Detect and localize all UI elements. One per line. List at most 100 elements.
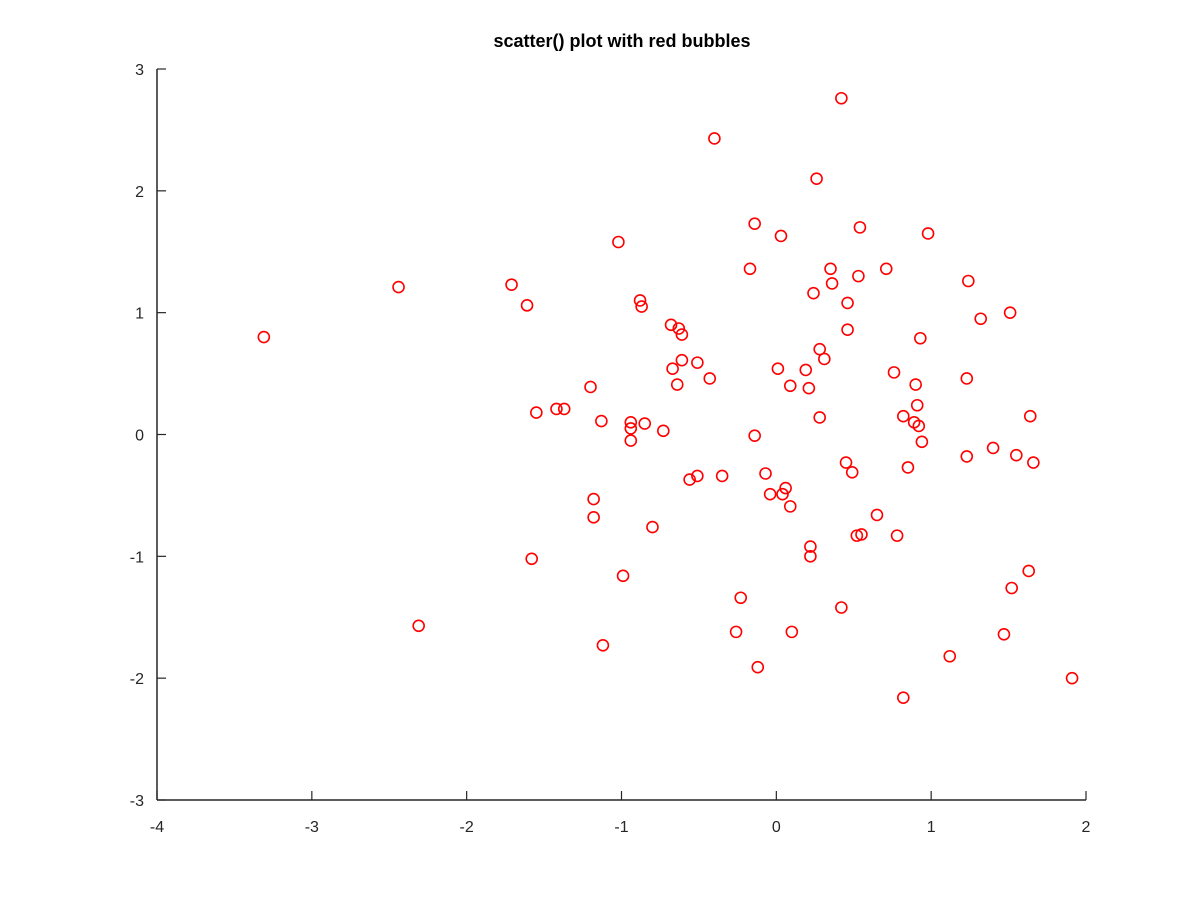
data-point <box>1005 581 1018 595</box>
x-tick-label: -1 <box>614 819 628 836</box>
data-point <box>841 296 854 310</box>
data-point <box>734 591 748 605</box>
data-point <box>691 356 704 369</box>
data-point <box>748 217 761 231</box>
data-point <box>1065 671 1079 685</box>
data-point <box>612 235 625 249</box>
data-point <box>870 508 884 522</box>
data-point <box>691 469 704 483</box>
data-point <box>257 330 271 344</box>
data-point <box>715 469 729 483</box>
data-point <box>850 529 864 542</box>
data-point <box>855 528 868 541</box>
data-point <box>825 277 839 290</box>
data-point <box>646 520 659 534</box>
data-point <box>557 402 571 416</box>
data-point <box>505 278 518 291</box>
data-point <box>910 398 924 412</box>
y-tick-label: 1 <box>135 306 144 323</box>
data-point <box>708 132 721 145</box>
data-point <box>664 318 678 332</box>
data-point <box>776 487 789 501</box>
data-point <box>839 456 853 469</box>
data-point <box>624 422 638 435</box>
data-point <box>986 441 1000 455</box>
data-point <box>818 352 831 366</box>
y-tick-label: -2 <box>130 671 144 688</box>
data-point <box>1022 564 1036 578</box>
data-point <box>921 227 935 240</box>
data-point <box>896 691 910 704</box>
data-point <box>853 221 867 234</box>
data-point <box>943 649 957 663</box>
data-point <box>915 435 929 449</box>
data-point <box>813 411 826 424</box>
data-point <box>729 625 743 639</box>
data-point <box>657 424 670 438</box>
data-point <box>596 638 610 652</box>
data-point <box>703 372 717 385</box>
x-tick-label: 0 <box>772 819 781 836</box>
data-point <box>748 429 761 443</box>
data-point <box>672 322 686 335</box>
data-points <box>257 91 1079 704</box>
x-tick-label: -4 <box>150 819 164 836</box>
data-point <box>824 262 837 276</box>
data-point <box>974 312 988 326</box>
data-point <box>887 366 901 379</box>
data-point <box>751 660 765 674</box>
data-point <box>584 380 597 394</box>
data-point <box>783 379 797 393</box>
data-point <box>835 91 848 105</box>
data-point <box>804 540 817 553</box>
data-point <box>852 269 865 283</box>
data-point <box>771 362 785 376</box>
data-point <box>804 550 817 563</box>
data-point <box>743 262 757 276</box>
data-point <box>960 450 974 463</box>
data-point <box>962 274 975 288</box>
data-point <box>841 323 854 337</box>
data-point <box>799 363 813 377</box>
data-point <box>759 467 772 480</box>
data-point <box>810 172 823 185</box>
data-point <box>879 262 893 276</box>
data-point <box>896 409 910 423</box>
data-point <box>845 465 859 479</box>
data-point <box>909 378 922 391</box>
y-tick-label: 0 <box>135 428 144 445</box>
data-point <box>675 328 689 341</box>
x-tick-label: -3 <box>305 819 319 836</box>
data-point <box>638 417 652 430</box>
y-tick-label: -1 <box>130 549 144 566</box>
data-point <box>624 416 638 429</box>
data-point <box>890 529 904 542</box>
data-point <box>683 473 696 486</box>
data-point <box>1010 448 1023 462</box>
data-point <box>763 487 777 501</box>
y-tick-label: 3 <box>135 62 144 79</box>
data-point <box>520 299 534 312</box>
data-point <box>550 402 563 416</box>
data-point <box>779 481 792 495</box>
data-point <box>530 406 543 419</box>
data-point <box>783 500 797 513</box>
data-point <box>675 353 689 367</box>
axes: -4 -3 -2 -1 0 1 2 -3 -2 -1 0 1 2 3 <box>130 62 1091 836</box>
data-point <box>587 492 600 506</box>
x-tick-label: -2 <box>460 819 474 836</box>
data-point <box>914 331 927 345</box>
data-point <box>1003 306 1017 319</box>
data-point <box>392 280 405 294</box>
data-point <box>901 461 915 474</box>
data-point <box>807 286 820 300</box>
data-point <box>774 229 788 243</box>
data-point <box>1023 409 1037 423</box>
data-point <box>616 569 630 583</box>
data-point <box>1027 456 1040 469</box>
data-point <box>633 294 647 307</box>
y-tick-label: -3 <box>130 793 144 810</box>
data-point <box>595 414 608 428</box>
data-point <box>525 552 539 566</box>
